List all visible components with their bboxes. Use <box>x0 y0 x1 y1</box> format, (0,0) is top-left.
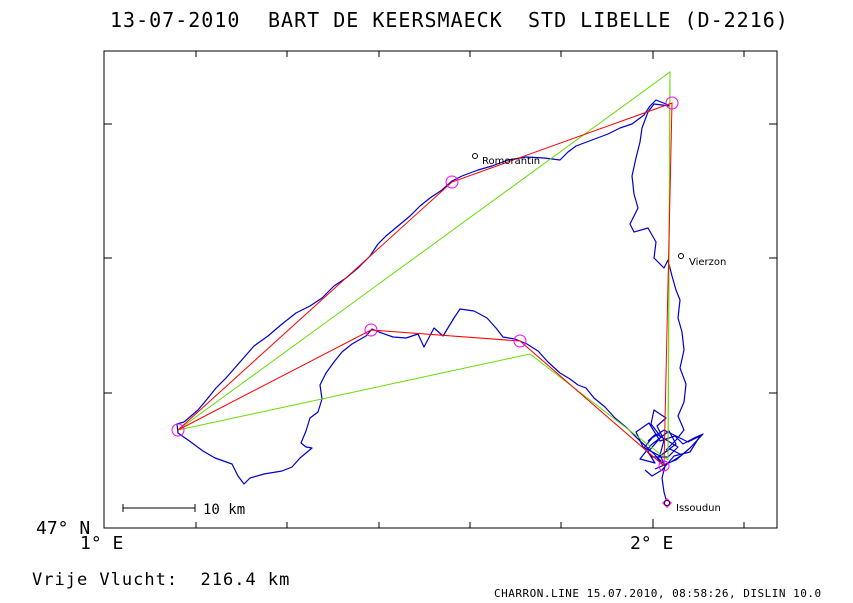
turnpoint-3 <box>513 334 527 348</box>
turnpoint-4 <box>658 460 670 472</box>
credit-label: CHARRON.LINE 15.07.2010, 08:58:26, DISLI… <box>494 587 822 600</box>
town-romorantin-label: Romorantin <box>482 156 540 167</box>
title-glider: STD LIBELLE (D-2216) <box>528 8 789 32</box>
x-axis-label-2e: 2° E <box>630 533 673 554</box>
town-issoudun-label: Issoudun <box>676 503 721 514</box>
turnpoint-markers <box>171 96 679 508</box>
plot-frame <box>103 50 778 529</box>
axis-ticks <box>104 51 777 528</box>
y-axis-label: 47° N <box>36 518 90 539</box>
task-route <box>177 102 673 467</box>
x-axis-label-1e: 1° E <box>80 533 123 554</box>
scale-bar <box>122 504 196 512</box>
turnpoint-2 <box>364 323 378 337</box>
track-segment-leg3 <box>629 103 687 451</box>
distance-label: Vrije Vlucht: 216.4 km <box>32 570 290 590</box>
turnpoint-6 <box>445 175 459 189</box>
track-segment-thermal <box>643 429 701 477</box>
town-issoudun-dot <box>664 500 670 506</box>
turnpoint-5 <box>665 96 679 110</box>
town-romorantin-dot <box>472 153 478 159</box>
town-markers: Romorantin Vierzon Issoudun <box>472 153 726 514</box>
track-segment-start <box>635 409 704 504</box>
gps-track <box>176 99 704 504</box>
title-date: 13-07-2010 <box>110 8 240 32</box>
town-vierzon-dot <box>678 253 684 259</box>
title-pilot: BART DE KEERSMAECK <box>268 8 503 32</box>
town-vierzon-label: Vierzon <box>689 257 726 268</box>
optimized-route <box>177 71 671 461</box>
track-segment-leg2 <box>183 99 671 423</box>
scale-bar-label: 10 km <box>203 502 245 518</box>
turnpoint-1 <box>171 423 185 437</box>
start-marker <box>662 498 672 508</box>
track-segment-leg1 <box>176 308 664 485</box>
